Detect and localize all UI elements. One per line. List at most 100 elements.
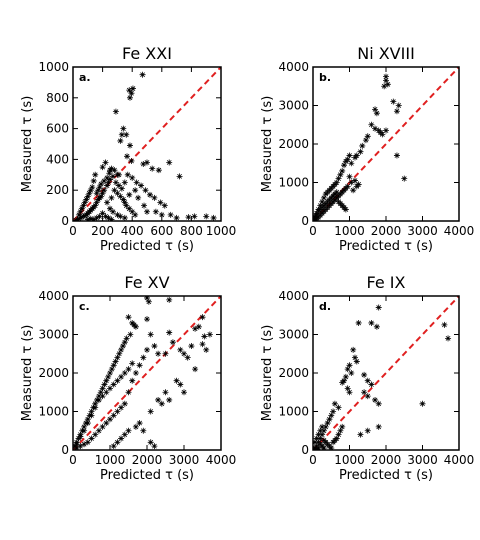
data-point: [102, 159, 109, 166]
data-point: [109, 208, 116, 215]
data-point: [125, 389, 132, 396]
y-tick-label: 3000: [38, 328, 69, 342]
x-tick-label: 200: [91, 224, 114, 238]
data-point: [195, 323, 202, 330]
data-point: [95, 427, 102, 434]
chart-title: Fe IX: [367, 273, 406, 292]
data-point: [383, 127, 389, 134]
data-point: [120, 196, 127, 203]
data-point: [126, 87, 133, 94]
data-point: [320, 445, 327, 450]
data-point: [107, 205, 113, 212]
data-point: [342, 206, 349, 213]
x-tick-label: 0: [69, 453, 77, 467]
data-point: [83, 196, 90, 203]
y-tick-label: 3000: [278, 328, 309, 342]
x-tick-label: 3000: [407, 453, 438, 467]
data-point: [419, 400, 426, 407]
data-point: [158, 211, 165, 218]
data-point: [118, 131, 125, 138]
data-point: [348, 179, 355, 186]
x-tick-label: 2000: [371, 224, 402, 238]
data-point: [77, 214, 84, 221]
data-point: [169, 339, 176, 346]
data-point: [173, 377, 180, 384]
y-tick-label: 4000: [38, 289, 69, 303]
data-point: [99, 393, 106, 400]
y-tick-label: 1000: [38, 405, 69, 419]
scatter-points: [73, 296, 213, 450]
data-point: [142, 187, 149, 194]
data-point: [328, 445, 335, 450]
data-point: [107, 385, 113, 392]
data-point: [185, 214, 192, 221]
data-point: [101, 381, 108, 388]
data-point: [111, 187, 118, 194]
data-point: [107, 370, 113, 376]
data-point: [313, 446, 320, 450]
data-point: [192, 366, 199, 373]
data-point: [364, 427, 371, 434]
y-tick-label: 600: [46, 122, 69, 136]
data-point: [81, 212, 88, 219]
data-point: [140, 161, 147, 168]
data-point: [86, 190, 93, 197]
data-point: [84, 420, 91, 427]
data-point: [78, 205, 85, 212]
data-point: [121, 339, 128, 346]
data-point: [393, 152, 400, 159]
data-point: [350, 187, 357, 194]
data-point: [77, 433, 84, 440]
data-point: [135, 194, 142, 201]
data-point: [75, 215, 82, 221]
data-point: [364, 377, 371, 384]
data-point: [330, 408, 337, 415]
data-point: [162, 350, 169, 357]
data-point: [108, 366, 115, 373]
data-point: [80, 213, 87, 220]
data-point: [112, 179, 119, 186]
data-point: [97, 389, 104, 396]
data-point: [350, 346, 357, 353]
data-point: [88, 435, 95, 442]
data-point: [124, 171, 131, 178]
data-point: [118, 404, 125, 411]
data-point: [373, 323, 380, 330]
data-point: [203, 213, 210, 220]
data-point: [121, 370, 128, 376]
data-point: [73, 217, 79, 221]
data-point: [344, 366, 351, 373]
panel-letter: b.: [319, 71, 331, 84]
x-tick-label: 4000: [206, 453, 237, 467]
data-point: [81, 423, 88, 430]
data-point: [99, 423, 106, 430]
data-point: [114, 439, 121, 446]
data-point: [84, 416, 91, 423]
data-point: [129, 208, 136, 215]
data-point: [144, 346, 150, 353]
data-point: [126, 142, 133, 149]
data-point: [93, 214, 100, 221]
data-point: [73, 445, 80, 450]
data-point: [339, 423, 346, 430]
data-point: [107, 416, 113, 423]
data-point: [77, 208, 84, 215]
data-point: [344, 385, 351, 392]
data-point: [118, 185, 125, 192]
data-point: [355, 319, 362, 326]
x-tick-label: 4000: [444, 224, 475, 238]
data-point: [114, 211, 121, 218]
x-tick-label: 1000: [334, 453, 365, 467]
data-point: [90, 177, 97, 184]
data-point: [95, 396, 102, 403]
data-point: [346, 152, 353, 159]
data-point: [74, 216, 81, 221]
y-tick-label: 3000: [278, 99, 309, 113]
y-tick-label: 4000: [278, 289, 309, 303]
data-point: [110, 381, 117, 388]
data-point: [111, 167, 118, 174]
data-point: [98, 181, 105, 188]
y-axis-label: Measured τ (s): [260, 325, 275, 422]
data-point: [337, 171, 344, 178]
data-point: [351, 354, 358, 361]
